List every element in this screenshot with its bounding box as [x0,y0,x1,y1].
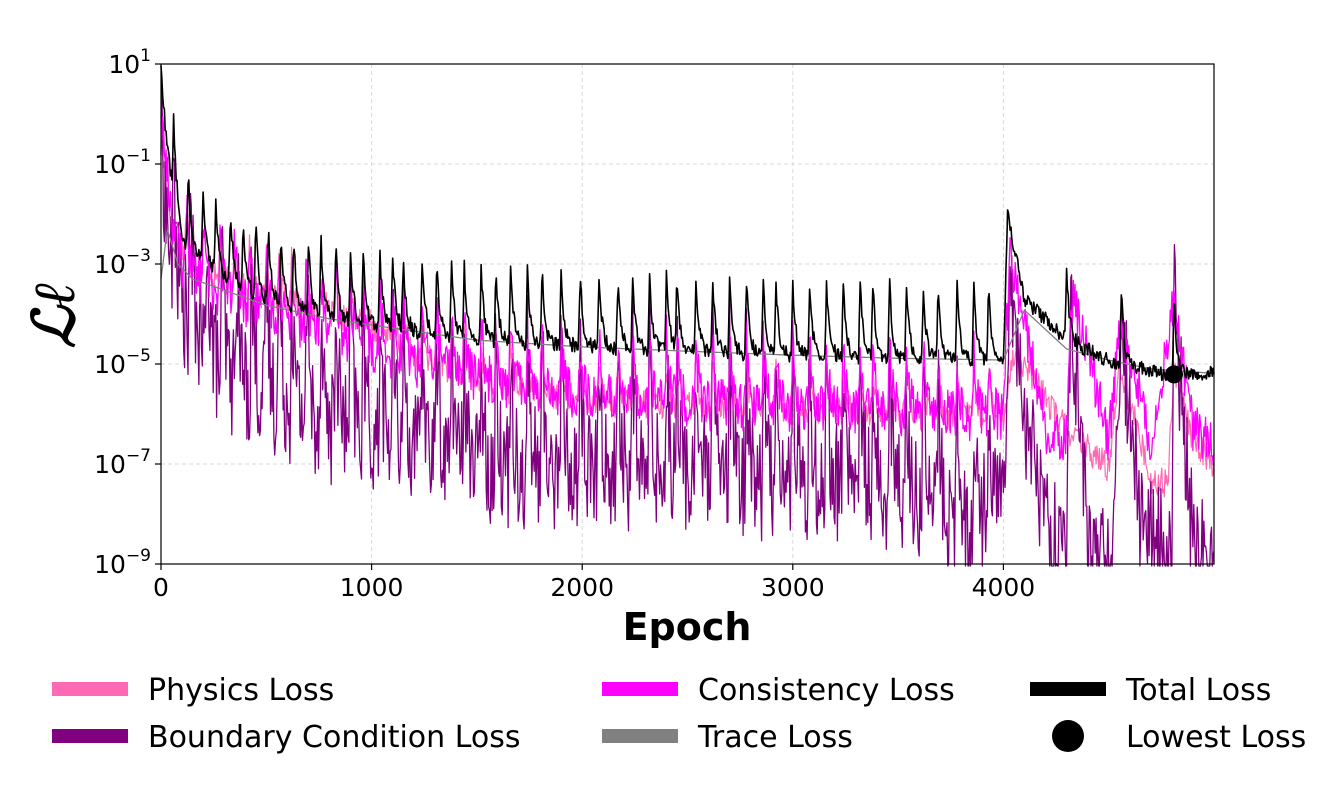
x-tick-label: 2000 [550,573,614,602]
markers [1164,365,1183,384]
legend-swatch [602,682,678,696]
legend-item: Total Loss [1030,673,1271,708]
legend-item: Trace Loss [602,720,853,755]
legend-swatch [1030,682,1106,696]
y-tick-label: 10−5 [94,346,151,379]
lowest-loss-marker [1164,365,1183,384]
legend-label: Physics Loss [148,673,334,708]
legend-swatch [52,682,128,696]
legend-label: Total Loss [1125,673,1271,708]
series-line-total-loss [160,65,1215,382]
x-tick-label: 0 [153,573,169,602]
x-tick-label: 3000 [761,573,825,602]
legend-label: Trace Loss [697,720,853,755]
legend-marker [1052,720,1084,752]
plot-frame [160,63,1215,565]
x-axis-label: Epoch [623,605,752,649]
x-tick-label: 4000 [972,573,1036,602]
axis-ticks: 0 1000 2000 3000 4000 101 10−1 10−3 10−5 10−7 10−9 [94,46,1035,602]
legend-swatch [52,729,128,743]
series-line-boundary-condition-loss [160,84,1215,567]
x-tick-label: 1000 [340,573,404,602]
y-tick-label: 10−9 [94,546,151,579]
legend-item: Physics Loss [52,673,334,708]
legend-label: Lowest Loss [1126,720,1306,755]
series-line-trace-loss [160,229,1215,375]
legend: Physics Loss Boundary Condition Loss Consi… [52,673,1306,755]
series-lines [160,65,1215,567]
y-tick-label: 10−7 [94,446,151,479]
y-tick-label: 10−3 [94,246,151,279]
legend-item: Consistency Loss [602,673,955,708]
legend-label: Consistency Loss [698,673,955,708]
legend-item: Boundary Condition Loss [52,720,521,755]
legend-item: Lowest Loss [1052,720,1306,755]
y-axis-label: ℒℓ [20,282,88,349]
legend-swatch [602,729,678,743]
legend-label: Boundary Condition Loss [148,720,521,755]
y-tick-label: 101 [108,46,151,79]
y-tick-label: 10−1 [94,146,151,179]
